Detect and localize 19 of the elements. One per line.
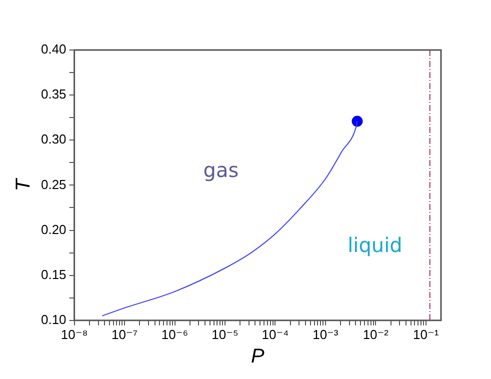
x-tick-label: 10⁻⁴ (262, 326, 289, 342)
x-tick-label: 10⁻⁵ (212, 326, 238, 342)
x-tick-label: 10⁻¹ (413, 326, 440, 342)
x-tick-label: 10⁻⁸ (60, 326, 88, 342)
y-tick-label: 0.35 (40, 86, 66, 102)
x-tick-label: 10⁻⁷ (112, 326, 138, 342)
y-tick-label: 0.25 (40, 176, 66, 192)
x-tick-label: 10⁻⁶ (161, 326, 188, 342)
y-tick-label: 0.10 (40, 312, 66, 327)
x-tick-label: 10⁻³ (312, 326, 339, 342)
y-tick-label: 0.40 (40, 42, 66, 57)
x-axis-title: P (250, 346, 265, 368)
annotation: liquid (348, 232, 402, 257)
y-tick-label: 0.15 (40, 266, 66, 282)
y-tick-label: 0.30 (40, 132, 66, 147)
y-axis-title: T (12, 177, 35, 192)
x-tick-label: 10⁻² (362, 326, 390, 342)
y-tick-label: 0.20 (40, 222, 66, 237)
annotation: gas (203, 158, 239, 182)
